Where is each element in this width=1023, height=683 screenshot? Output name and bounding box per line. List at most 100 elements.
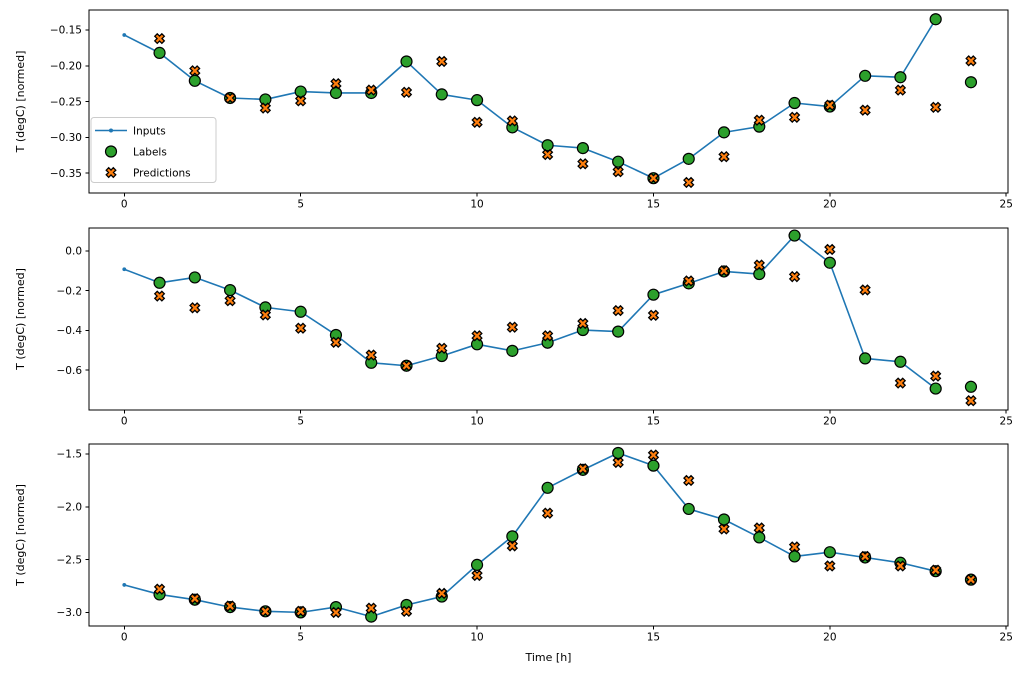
prediction-marker [929, 370, 942, 382]
prediction-marker [471, 116, 483, 129]
prediction-marker [541, 507, 554, 519]
prediction-marker [718, 265, 730, 277]
prediction-marker [824, 560, 836, 572]
inputs-line [123, 18, 937, 179]
x-tick-label: 25 [1000, 199, 1013, 211]
y-tick-label: −2.0 [57, 502, 83, 514]
prediction-marker [365, 602, 377, 614]
prediction-marker [294, 322, 307, 334]
label-marker [717, 513, 731, 526]
subplot-1: 0 5 10 15 20 25 −0.15 −0.20 −0.25 −0.30 −0.35 T (de… [14, 9, 1013, 211]
label-marker [964, 380, 978, 393]
prediction-marker [506, 115, 519, 127]
x-tick-label: 0 [121, 632, 128, 644]
label-marker [929, 13, 942, 26]
prediction-marker [224, 600, 236, 612]
y-tick-label: −0.30 [50, 132, 82, 144]
prediction-marker [541, 330, 554, 342]
label-marker [788, 96, 801, 110]
legend-entry-label: Labels [133, 146, 167, 158]
legend-inputs-dot [109, 128, 113, 133]
prediction-marker [788, 541, 801, 553]
subplot-3: 0 5 10 15 20 25 −1.5 −2.0 −2.5 −3.0 T (degC) [norm… [14, 443, 1013, 664]
prediction-marker [506, 321, 519, 333]
prediction-marker [894, 377, 907, 389]
legend-predictions-marker [105, 166, 117, 179]
prediction-marker [436, 587, 448, 600]
legend-box [90, 117, 217, 183]
label-marker [929, 382, 942, 395]
prediction-marker [577, 463, 589, 475]
prediction-marker [259, 309, 272, 321]
prediction-marker [330, 606, 342, 619]
y-axis-label: T (degC) [normed] [14, 51, 27, 154]
label-marker [717, 126, 731, 139]
prediction-marker [612, 166, 624, 178]
label-marker [294, 85, 307, 98]
x-tick-label: 15 [647, 416, 660, 428]
prediction-marker [824, 99, 836, 111]
input-point-marker [122, 583, 127, 587]
x-axis-label: Time [h] [525, 651, 572, 664]
prediction-marker [577, 317, 589, 330]
label-marker [188, 74, 201, 87]
x-tick-label: 25 [1000, 632, 1013, 644]
label-marker [470, 338, 484, 351]
y-tick-label: −2.5 [57, 554, 83, 566]
x-tick-label: 0 [121, 416, 128, 428]
label-marker [576, 142, 589, 155]
prediction-marker [753, 259, 765, 271]
x-tick-label: 20 [823, 632, 836, 644]
legend-labels-marker [104, 145, 118, 158]
y-tick-label: −1.5 [57, 449, 83, 461]
x-tick-label: 10 [470, 632, 483, 644]
x-tick-label: 20 [823, 199, 836, 211]
prediction-marker [683, 275, 695, 287]
prediction-marker [647, 172, 660, 184]
prediction-marker [612, 304, 624, 317]
prediction-marker [259, 102, 272, 114]
prediction-marker [471, 569, 483, 582]
prediction-marker [294, 605, 307, 618]
legend-entry-label: Inputs [133, 125, 166, 137]
label-marker [788, 229, 801, 242]
x-tick-label: 5 [297, 199, 304, 211]
label-marker [294, 305, 307, 318]
prediction-marker [965, 55, 977, 67]
label-marker [647, 288, 660, 301]
prediction-marker [436, 55, 448, 68]
prediction-marker [400, 86, 413, 98]
prediction-marker [718, 151, 730, 163]
prediction-marker [189, 65, 201, 77]
prediction-marker [400, 605, 413, 618]
label-marker [259, 93, 272, 106]
prediction-marker [224, 92, 236, 104]
prediction-marker [365, 349, 377, 361]
prediction-marker [153, 583, 166, 595]
prediction-marker [365, 84, 377, 96]
label-marker [612, 446, 625, 460]
x-tick-label: 25 [1000, 416, 1013, 428]
prediction-marker [894, 560, 907, 572]
y-tick-label: −0.25 [50, 96, 82, 108]
prediction-marker [506, 540, 519, 552]
prediction-marker [189, 592, 201, 605]
label-marker [859, 352, 872, 365]
prediction-marker [647, 309, 660, 322]
label-marker [435, 88, 448, 101]
label-marker [894, 71, 907, 84]
label-marker [612, 155, 625, 168]
prediction-marker [436, 342, 448, 354]
label-marker [153, 276, 166, 289]
prediction-marker [894, 84, 907, 96]
y-tick-label: −0.20 [50, 60, 82, 72]
label-marker [753, 267, 766, 281]
x-tick-label: 10 [470, 199, 483, 211]
label-marker [329, 86, 343, 100]
x-tick-label: 5 [297, 632, 304, 644]
y-tick-label: −0.4 [57, 325, 83, 337]
prediction-marker [753, 522, 765, 534]
label-marker [753, 531, 766, 544]
x-tick-label: 15 [647, 632, 660, 644]
